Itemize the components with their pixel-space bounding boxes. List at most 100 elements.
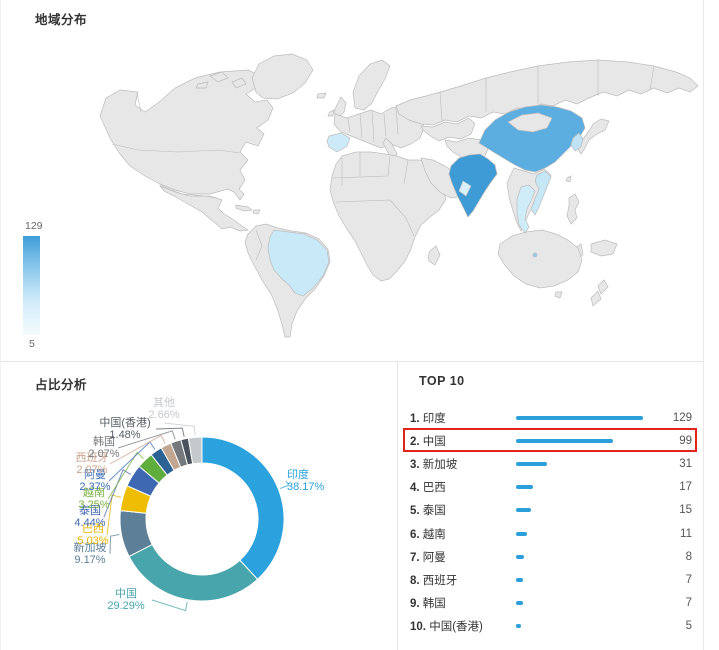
landmass-japan — [576, 118, 610, 155]
country-name: 印度 — [422, 412, 446, 425]
pie-label-percent: 29.29% — [107, 599, 145, 612]
border-line — [331, 152, 415, 237]
pie-label-name: 西班牙 — [75, 452, 109, 464]
country-name: 韩国 — [422, 598, 446, 611]
pie-leader-line — [106, 494, 121, 536]
value-bar — [516, 577, 523, 582]
country-spain[interactable] — [326, 132, 351, 153]
panel-left-border — [0, 0, 1, 650]
panel-right-border — [703, 0, 704, 650]
country-thailand[interactable] — [516, 184, 536, 234]
value-label: 7 — [685, 597, 692, 610]
pie-leader-line — [151, 599, 188, 612]
legend-max-value: 129 — [25, 220, 43, 232]
rank-label: 1. — [410, 412, 420, 425]
country-oman[interactable] — [458, 180, 472, 197]
legend-min-value: 5 — [29, 338, 35, 350]
top10-row: 6. 越南 11 — [410, 522, 697, 545]
pie-leader-line — [163, 422, 196, 436]
pie-label-percent: 1.48% — [109, 428, 141, 441]
value-label: 129 — [672, 411, 692, 424]
pie-label-name: 韩国 — [93, 436, 115, 448]
pie-section-title: 占比分析 — [35, 378, 88, 392]
pie-label-name: 中国(香港) — [99, 417, 151, 429]
pie-label-name: 泰国 — [79, 505, 101, 517]
top10-list: 1. 印度 129 2. 中国 99 3. 新加坡 31 4. 巴西 17 5.… — [410, 406, 697, 639]
top10-row: 10. 中国(香港) 5 — [410, 615, 697, 638]
border-line — [255, 229, 307, 261]
country-name: 中国(香港) — [429, 621, 483, 634]
pie-label: 中国(香港) 1.48% — [65, 417, 185, 441]
map-color-legend: 129 5 — [22, 220, 72, 350]
rank-label: 5. — [410, 505, 420, 518]
landmass-mexico-central-america — [158, 185, 249, 232]
landmass-mongolia — [507, 112, 553, 133]
country-india[interactable] — [448, 153, 498, 218]
pie-label-percent: 2.07% — [76, 463, 108, 476]
horizontal-divider — [1, 361, 703, 362]
pie-label-percent: 38.17% — [287, 480, 325, 493]
top10-row: 8. 西班牙 7 — [410, 568, 697, 591]
landmass-new-zealand — [590, 290, 602, 307]
landmass-hispaniola — [252, 209, 261, 215]
country-name: 新加坡 — [422, 458, 458, 471]
country-name: 中国 — [422, 435, 446, 448]
rank-label: 4. — [410, 482, 420, 495]
pie-leader-line — [280, 480, 290, 489]
rank-label: 9. — [410, 598, 420, 611]
top10-row: 4. 巴西 17 — [410, 476, 697, 499]
rank-label: 2. — [410, 435, 420, 448]
pie-leader-line — [107, 451, 144, 500]
world-map[interactable] — [90, 48, 705, 360]
pie-leader-line — [103, 469, 132, 518]
value-bar — [516, 415, 643, 420]
landmass-scandinavia — [352, 59, 391, 111]
pie-label-name: 中国 — [115, 588, 137, 600]
value-label: 7 — [685, 573, 692, 586]
pie-slice[interactable] — [201, 436, 285, 581]
landmass-iceland — [316, 92, 327, 99]
country-brazil[interactable] — [267, 229, 330, 297]
landmass-ireland — [327, 109, 335, 117]
pie-slice[interactable] — [187, 436, 203, 465]
landmass-tasmania — [554, 291, 563, 299]
rank-label: 6. — [410, 528, 420, 541]
landmass-arctic-island — [209, 71, 229, 83]
country-name: 西班牙 — [422, 574, 458, 587]
value-label: 17 — [679, 481, 692, 494]
country-name: 巴西 — [422, 482, 446, 495]
landmass-philippines — [566, 193, 580, 225]
value-bar — [516, 624, 521, 629]
pie-label-name: 印度 — [287, 469, 309, 481]
country-singapore[interactable] — [532, 252, 538, 258]
rank-label: 8. — [410, 574, 420, 587]
rank-label: 7. — [410, 551, 420, 564]
landmass-central-asia — [420, 117, 476, 142]
value-bar — [516, 485, 533, 490]
border-line — [111, 143, 241, 154]
landmass-arctic-island — [195, 81, 209, 89]
top10-section-title: TOP 10 — [419, 374, 465, 388]
pie-label-name: 越南 — [83, 487, 105, 499]
landmass-europe — [333, 105, 425, 149]
vertical-divider — [397, 361, 398, 650]
pie-label: 泰国 4.44% — [30, 505, 150, 529]
border-line — [136, 92, 142, 113]
legend-gradient-bar — [23, 236, 40, 335]
value-label: 31 — [679, 457, 692, 470]
pie-leader-line — [109, 434, 166, 465]
value-bar — [516, 601, 523, 606]
pie-label: 越南 3.25% — [34, 487, 154, 511]
top10-row: 5. 泰国 15 — [410, 499, 697, 522]
pie-label: 巴西 5.03% — [33, 523, 153, 547]
country-vietnam[interactable] — [530, 170, 552, 216]
pie-leader-line — [155, 427, 185, 438]
value-label: 99 — [679, 434, 692, 447]
pie-label-percent: 9.17% — [74, 553, 106, 566]
top10-row: 1. 印度 129 — [410, 406, 697, 429]
donut-chart[interactable] — [0, 370, 400, 650]
country-south-korea[interactable] — [570, 132, 584, 152]
country-name: 阿曼 — [422, 551, 446, 564]
value-bar — [516, 438, 614, 443]
